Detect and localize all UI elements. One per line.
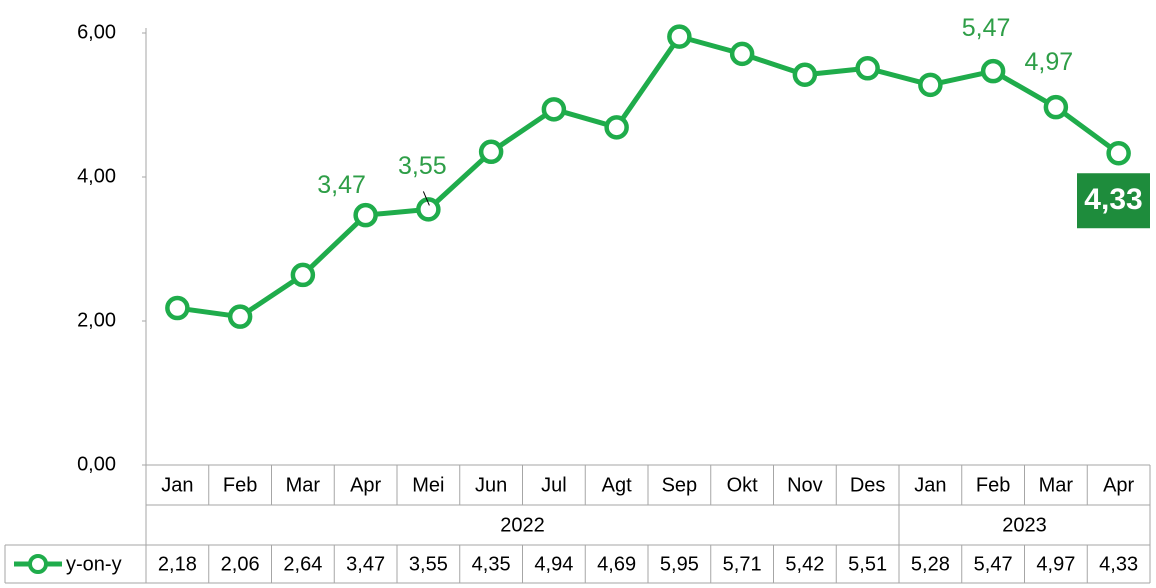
marker bbox=[290, 262, 316, 288]
x-tick-label: Mei bbox=[412, 474, 444, 496]
table-value: 5,71 bbox=[723, 553, 762, 575]
x-tick-label: Apr bbox=[350, 474, 381, 496]
data-label: 5,47 bbox=[962, 14, 1011, 42]
table-value: 5,51 bbox=[848, 553, 887, 575]
y-tick-label: 2,00 bbox=[77, 309, 116, 331]
table-value: 4,97 bbox=[1036, 553, 1075, 575]
legend-marker bbox=[28, 554, 48, 574]
marker bbox=[855, 56, 880, 81]
x-tick-label: Feb bbox=[976, 474, 1010, 496]
marker bbox=[165, 295, 190, 321]
marker bbox=[729, 41, 755, 67]
y-tick-label: 6,00 bbox=[77, 21, 116, 43]
marker bbox=[604, 115, 629, 140]
x-tick-label: Feb bbox=[223, 474, 257, 496]
table-value: 4,94 bbox=[534, 553, 573, 575]
y-tick-label: 0,00 bbox=[77, 453, 116, 475]
x-tick-label: Sep bbox=[662, 474, 698, 496]
data-label: 4,97 bbox=[1025, 48, 1074, 76]
x-tick-label: Jan bbox=[914, 474, 946, 496]
x-tick-label: Mar bbox=[286, 474, 321, 496]
marker bbox=[1106, 140, 1131, 166]
data-label: 3,47 bbox=[317, 171, 366, 199]
x-tick-label: Apr bbox=[1103, 474, 1134, 496]
marker bbox=[541, 97, 567, 122]
x-tick-label: Mar bbox=[1039, 474, 1074, 496]
table-value: 2,18 bbox=[158, 553, 197, 575]
marker bbox=[918, 72, 943, 98]
x-tick-label: Agt bbox=[602, 474, 632, 496]
highlight-label: 4,33 bbox=[1084, 183, 1142, 216]
table-value: 5,47 bbox=[974, 553, 1013, 575]
table-value: 2,06 bbox=[221, 553, 260, 575]
table-value: 3,55 bbox=[409, 553, 448, 575]
marker bbox=[1043, 94, 1069, 120]
line bbox=[177, 34, 1121, 320]
marker bbox=[353, 202, 378, 228]
table-value: 4,33 bbox=[1099, 553, 1138, 575]
table-value: 5,28 bbox=[911, 553, 950, 575]
table-value: 5,95 bbox=[660, 553, 699, 575]
highlight-box bbox=[1077, 173, 1150, 229]
leader-line bbox=[422, 191, 430, 206]
x-tick-label: Jan bbox=[161, 474, 193, 496]
marker bbox=[416, 197, 441, 222]
table-value: 2,64 bbox=[283, 553, 322, 575]
data-label: 3,55 bbox=[398, 152, 447, 180]
x-tick-label: Jun bbox=[475, 474, 507, 496]
year-label: 2023 bbox=[1002, 514, 1047, 536]
marker bbox=[227, 304, 253, 329]
table-value: 4,69 bbox=[597, 553, 636, 575]
x-tick-label: Nov bbox=[787, 474, 823, 496]
marker bbox=[980, 58, 1006, 84]
y-tick-label: 4,00 bbox=[77, 165, 116, 187]
table-value: 4,35 bbox=[472, 553, 511, 575]
year-label: 2022 bbox=[500, 514, 545, 536]
x-tick-label: Jul bbox=[541, 474, 567, 496]
marker bbox=[478, 139, 504, 165]
x-tick-label: Okt bbox=[727, 474, 759, 496]
x-tick-label: Des bbox=[850, 474, 886, 496]
table-value: 3,47 bbox=[346, 553, 385, 575]
marker bbox=[792, 62, 818, 88]
legend-label: y-on-y bbox=[66, 553, 122, 575]
table-value: 5,42 bbox=[785, 553, 824, 575]
marker bbox=[667, 24, 692, 49]
